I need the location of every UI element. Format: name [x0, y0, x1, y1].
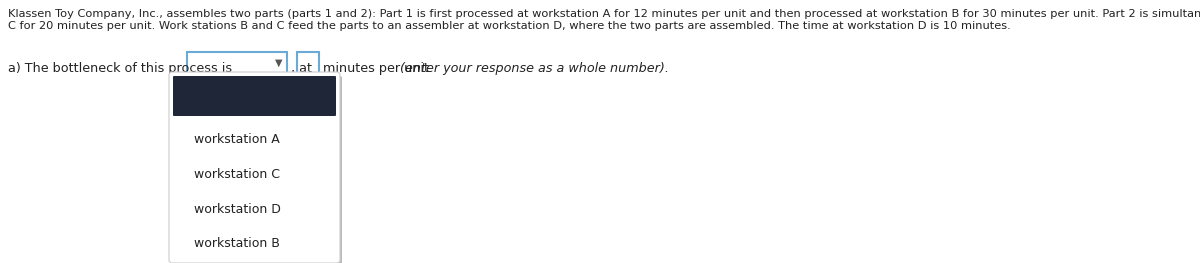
Text: workstation C: workstation C [194, 168, 280, 181]
Text: workstation A: workstation A [194, 133, 280, 146]
FancyBboxPatch shape [187, 52, 287, 74]
FancyBboxPatch shape [298, 52, 319, 74]
Text: (enter your response as a whole number).: (enter your response as a whole number). [400, 62, 668, 75]
FancyBboxPatch shape [173, 76, 336, 116]
Text: ▼: ▼ [275, 58, 283, 68]
Text: a) The bottleneck of this process is: a) The bottleneck of this process is [8, 62, 232, 75]
Text: , at: , at [292, 62, 312, 75]
FancyBboxPatch shape [169, 72, 340, 263]
Text: C for 20 minutes per unit. Work stations B and C feed the parts to an assembler : C for 20 minutes per unit. Work stations… [8, 21, 1010, 31]
Text: workstation D: workstation D [194, 203, 281, 216]
Text: Klassen Toy Company, Inc., assembles two parts (parts 1 and 2): Part 1 is first : Klassen Toy Company, Inc., assembles two… [8, 9, 1200, 19]
Text: minutes per unit: minutes per unit [323, 62, 433, 75]
Text: workstation B: workstation B [194, 237, 280, 250]
FancyBboxPatch shape [173, 76, 342, 263]
